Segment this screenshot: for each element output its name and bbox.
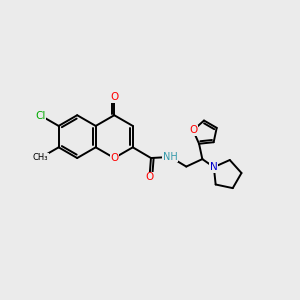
Text: O: O (189, 125, 197, 135)
Text: O: O (146, 172, 154, 182)
Text: O: O (110, 153, 118, 163)
Text: CH₃: CH₃ (33, 153, 48, 162)
Text: NH: NH (163, 152, 178, 162)
Text: N: N (210, 162, 218, 172)
Text: O: O (110, 92, 118, 102)
Text: Cl: Cl (35, 110, 46, 121)
